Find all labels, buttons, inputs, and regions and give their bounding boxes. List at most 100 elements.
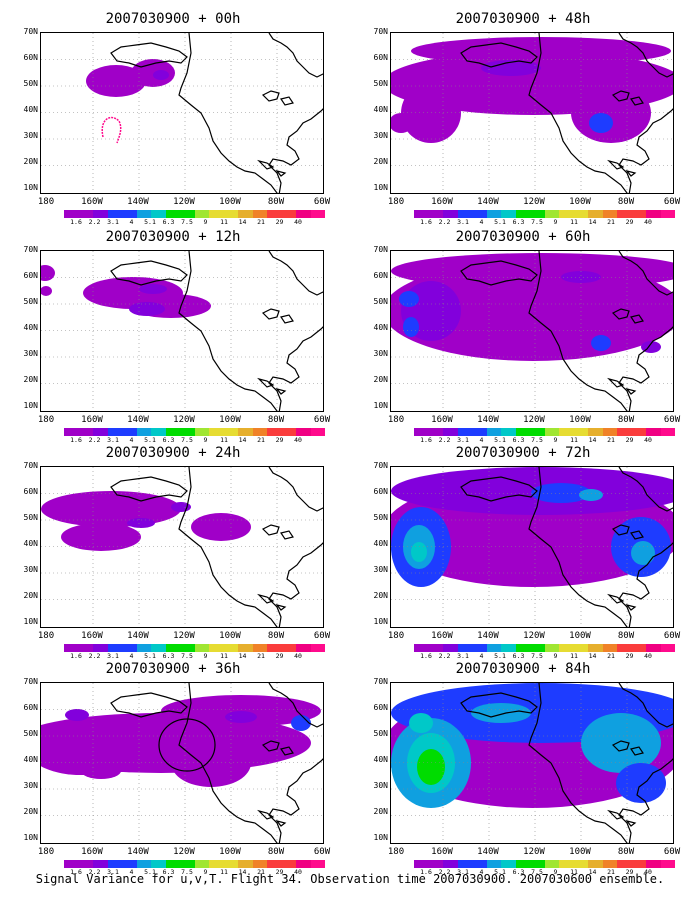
colorbar-label: 40 bbox=[294, 436, 302, 444]
coastline bbox=[178, 683, 323, 843]
coastline bbox=[257, 377, 287, 395]
colorbar-swatch bbox=[281, 644, 296, 652]
colorbar-swatch bbox=[136, 210, 151, 218]
colorbar-label: 11 bbox=[570, 218, 578, 226]
longitude-tick-label: 80W bbox=[617, 415, 635, 425]
coastline bbox=[607, 809, 637, 827]
colorbar-swatch bbox=[530, 860, 545, 868]
coastlines bbox=[460, 33, 673, 193]
colorbar-swatch bbox=[646, 210, 661, 218]
latitude-tick-label: 70N bbox=[23, 461, 38, 470]
colorbar-swatch bbox=[515, 644, 530, 652]
colorbar-swatch bbox=[501, 644, 516, 652]
colorbar-swatch bbox=[93, 860, 108, 868]
colorbar-swatch bbox=[631, 644, 646, 652]
latitude-tick-label: 10N bbox=[373, 401, 388, 410]
colorbar-label: 14 bbox=[588, 868, 597, 876]
colorbar-label: 14 bbox=[238, 436, 247, 444]
map-svg bbox=[391, 251, 673, 411]
map-panel: 2007030900 + 84h 70N 60N 50N 40N 30N 20N 10N 180… bbox=[358, 658, 688, 876]
colorbar-label: 1.6 bbox=[420, 652, 432, 660]
graticule bbox=[391, 251, 673, 411]
colorbar-swatch bbox=[660, 860, 675, 868]
flight-track bbox=[101, 116, 122, 144]
latitude-tick-label: 40N bbox=[373, 755, 388, 764]
colorbar-swatch bbox=[559, 428, 574, 436]
variance-shading bbox=[391, 467, 673, 587]
latitude-tick-label: 10N bbox=[373, 183, 388, 192]
variance-contour bbox=[571, 83, 651, 143]
colorbar-swatch bbox=[93, 210, 108, 218]
map-area bbox=[40, 32, 324, 194]
colorbar-label: 11 bbox=[220, 868, 228, 876]
variance-contour bbox=[129, 302, 165, 316]
colorbar-swatch bbox=[252, 428, 267, 436]
colorbar-label: 2.2 bbox=[438, 436, 451, 444]
colorbar-swatch bbox=[122, 860, 137, 868]
coastline bbox=[460, 42, 538, 68]
longitude-tick-label: 160W bbox=[81, 847, 103, 857]
map-svg bbox=[391, 683, 673, 843]
colorbar-label: 21 bbox=[257, 436, 265, 444]
colorbar-label: 5.1 bbox=[144, 436, 156, 444]
colorbar-swatch bbox=[588, 210, 603, 218]
variance-contour bbox=[401, 83, 461, 143]
longitude-tick-label: 80W bbox=[267, 631, 285, 641]
colorbar-swatch bbox=[660, 428, 675, 436]
colorbar-label: 1.6 bbox=[70, 218, 82, 226]
latitude-tick-label: 70N bbox=[23, 677, 38, 686]
colorbar-label: 4 bbox=[479, 218, 484, 226]
colorbar-swatch bbox=[310, 428, 325, 436]
colorbar-label: 29 bbox=[275, 436, 284, 444]
colorbar bbox=[414, 860, 675, 868]
colorbar-label: 29 bbox=[625, 652, 634, 660]
colorbar-swatch bbox=[64, 210, 79, 218]
colorbar-swatch bbox=[281, 210, 296, 218]
colorbar-label: 14 bbox=[238, 218, 247, 226]
latitude-tick-label: 40N bbox=[373, 323, 388, 332]
map-area bbox=[390, 250, 674, 412]
colorbar-swatch bbox=[151, 428, 166, 436]
panel-title: 2007030900 + 24h bbox=[105, 445, 241, 461]
latitude-tick-label: 60N bbox=[373, 487, 388, 496]
variance-contour bbox=[291, 715, 311, 731]
colorbar-swatch bbox=[559, 644, 574, 652]
colorbar-swatch bbox=[631, 860, 646, 868]
colorbar-label: 2.2 bbox=[88, 218, 101, 226]
colorbar-label: 14 bbox=[588, 218, 597, 226]
colorbar-swatch bbox=[180, 860, 195, 868]
variance-contour bbox=[411, 542, 427, 562]
colorbar-swatch bbox=[165, 428, 180, 436]
colorbar-label: 21 bbox=[257, 652, 265, 660]
longitude-tick-label: 60W bbox=[663, 631, 681, 641]
colorbar-swatch bbox=[194, 644, 209, 652]
latitude-tick-label: 10N bbox=[373, 833, 388, 842]
coastline bbox=[611, 308, 644, 324]
colorbar-label: 3.1 bbox=[457, 436, 469, 444]
colorbar-label: 3.1 bbox=[107, 436, 119, 444]
colorbar-swatch bbox=[310, 644, 325, 652]
colorbar-label: 4 bbox=[479, 868, 484, 876]
graticule bbox=[41, 251, 323, 411]
colorbar-label: 4 bbox=[129, 652, 134, 660]
colorbar-swatch bbox=[515, 428, 530, 436]
colorbar-swatch bbox=[93, 644, 108, 652]
colorbar bbox=[64, 644, 325, 652]
colorbar-swatch bbox=[252, 644, 267, 652]
longitude-tick-label: 120W bbox=[173, 847, 195, 857]
variance-shading bbox=[391, 37, 673, 143]
colorbar-swatch bbox=[209, 210, 224, 218]
colorbar-label: 1.6 bbox=[420, 868, 432, 876]
variance-contour bbox=[171, 739, 251, 787]
colorbar bbox=[414, 644, 675, 652]
longitude-tick-label: 160W bbox=[431, 631, 453, 641]
coastline bbox=[178, 467, 323, 627]
map-svg bbox=[391, 467, 673, 627]
colorbar-swatch bbox=[472, 860, 487, 868]
colorbar-label: 21 bbox=[607, 218, 615, 226]
colorbar-swatch bbox=[151, 644, 166, 652]
latitude-tick-label: 20N bbox=[23, 157, 38, 166]
coastline bbox=[261, 90, 294, 106]
colorbar-swatch bbox=[78, 210, 93, 218]
colorbar-swatch bbox=[151, 210, 166, 218]
